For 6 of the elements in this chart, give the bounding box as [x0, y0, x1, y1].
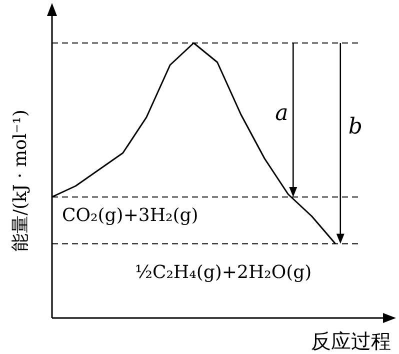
y-axis-title: 能量/(kJ · mol⁻¹): [10, 110, 31, 252]
annotation: ½C₂H₄(g)+2H₂O(g): [135, 262, 312, 283]
annotation: CO₂(g)+3H₂(g): [62, 205, 198, 226]
x-axis-title: 反应过程: [311, 329, 391, 353]
annotation: a: [275, 101, 288, 126]
annotation: b: [348, 114, 362, 140]
